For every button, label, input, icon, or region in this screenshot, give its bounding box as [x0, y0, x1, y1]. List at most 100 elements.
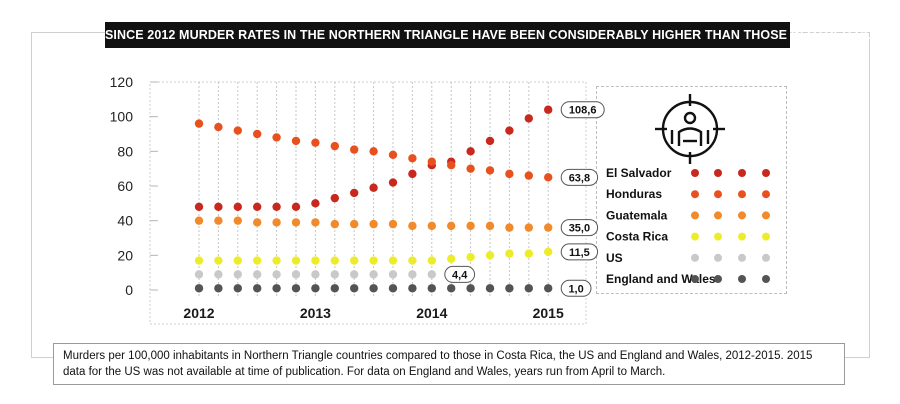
legend-box	[596, 86, 787, 294]
data-point-honduras	[330, 141, 339, 151]
legend-marker-england-and-wales	[762, 275, 770, 283]
data-point-guatemala	[369, 219, 378, 229]
y-tick-label: 20	[117, 247, 133, 263]
data-point-el-salvador	[311, 199, 320, 208]
legend-label-honduras: Honduras	[606, 187, 662, 201]
data-point-honduras	[544, 173, 553, 182]
data-point-honduras	[233, 126, 242, 135]
data-point-costa-rica	[194, 256, 204, 265]
data-point-us	[253, 270, 262, 279]
data-point-us	[194, 270, 204, 279]
data-point-honduras	[524, 171, 533, 180]
data-point-honduras	[291, 136, 301, 146]
data-point-england-and-wales	[447, 284, 456, 293]
y-tick-label: 80	[117, 143, 133, 159]
data-point-costa-rica	[253, 256, 262, 265]
data-point-england-and-wales	[369, 284, 378, 293]
data-point-el-salvador	[544, 105, 553, 114]
data-point-us	[272, 270, 281, 279]
data-point-el-salvador	[505, 126, 514, 135]
end-label-box-guatemala	[560, 219, 599, 237]
legend-marker-el-salvador	[691, 169, 699, 177]
data-point-costa-rica	[466, 252, 475, 262]
data-point-guatemala	[272, 218, 281, 227]
data-point-honduras	[427, 157, 436, 166]
data-point-england-and-wales	[272, 284, 281, 293]
data-point-guatemala	[485, 221, 495, 231]
data-point-us	[427, 270, 436, 279]
data-point-el-salvador	[466, 147, 475, 156]
end-label-guatemala: 35,0	[569, 223, 590, 235]
data-point-guatemala	[447, 221, 456, 231]
data-point-england-and-wales	[194, 284, 204, 293]
legend-marker-england-and-wales	[714, 275, 722, 283]
legend-label-costa-rica: Costa Rica	[606, 230, 668, 244]
data-point-honduras	[369, 147, 378, 156]
data-point-honduras	[214, 122, 223, 132]
data-point-el-salvador	[194, 202, 204, 211]
data-point-england-and-wales	[233, 284, 242, 293]
icon-body	[677, 127, 703, 146]
legend-marker-el-salvador	[762, 169, 770, 177]
y-tick-label: 120	[110, 74, 134, 90]
data-point-england-and-wales	[427, 284, 436, 293]
data-point-england-and-wales	[466, 284, 475, 293]
target-crosshair-figure-icon	[655, 94, 725, 164]
data-point-guatemala	[330, 219, 339, 229]
data-point-us	[214, 270, 223, 279]
legend-marker-el-salvador	[738, 169, 746, 177]
chart-caption: Murders per 100,000 inhabitants in North…	[53, 343, 845, 385]
end-label-el-salvador: 108,6	[569, 105, 597, 117]
data-point-england-and-wales	[330, 284, 339, 293]
legend-marker-honduras	[691, 190, 699, 199]
data-point-honduras	[194, 119, 204, 128]
data-point-el-salvador	[291, 202, 301, 211]
legend-marker-us	[691, 253, 699, 262]
icon-head	[683, 111, 697, 125]
legend-marker-guatemala	[714, 211, 722, 220]
legend-marker-guatemala	[762, 211, 770, 220]
legend-label-el-salvador: El Salvador	[606, 166, 672, 180]
data-point-england-and-wales	[524, 284, 533, 293]
legend-marker-us	[714, 253, 722, 262]
data-point-guatemala	[408, 221, 417, 231]
data-point-guatemala	[466, 221, 475, 231]
data-point-guatemala	[214, 216, 223, 225]
legend-label-england-and-wales: England and Wales	[606, 272, 716, 286]
end-label-box-costa-rica	[560, 243, 599, 261]
data-point-us	[388, 270, 398, 279]
data-point-guatemala	[233, 216, 242, 225]
legend-marker-honduras	[738, 190, 746, 199]
data-point-england-and-wales	[214, 284, 223, 293]
data-point-honduras	[253, 129, 262, 139]
end-label-costa-rica: 11,5	[569, 247, 590, 259]
data-point-costa-rica	[524, 249, 533, 258]
data-point-costa-rica	[233, 256, 242, 265]
data-point-us	[311, 270, 320, 279]
data-point-costa-rica	[447, 254, 456, 263]
data-point-honduras	[311, 138, 320, 147]
data-point-costa-rica	[369, 256, 378, 265]
legend-marker-guatemala	[738, 211, 746, 220]
legend-label-us: US	[606, 251, 623, 265]
data-point-england-and-wales	[388, 284, 398, 293]
data-point-guatemala	[388, 219, 398, 229]
legend-label-guatemala: Guatemala	[606, 208, 668, 222]
data-point-honduras	[505, 169, 514, 179]
legend-marker-honduras	[762, 190, 770, 199]
end-label-box-england-and-wales	[560, 279, 592, 297]
legend-marker-el-salvador	[714, 169, 722, 177]
data-point-el-salvador	[253, 202, 262, 211]
data-point-costa-rica	[272, 256, 281, 265]
data-point-guatemala	[291, 218, 301, 227]
x-tick-label: 2013	[300, 305, 331, 321]
x-tick-label: 2014	[416, 305, 447, 321]
legend-marker-costa-rica	[714, 232, 722, 241]
data-point-england-and-wales	[311, 284, 320, 293]
legend-marker-costa-rica	[738, 232, 746, 241]
data-point-england-and-wales	[544, 284, 553, 293]
data-point-us	[233, 270, 242, 279]
x-tick-label: 2012	[183, 305, 214, 321]
data-point-costa-rica	[408, 256, 417, 265]
data-point-el-salvador	[408, 169, 417, 179]
